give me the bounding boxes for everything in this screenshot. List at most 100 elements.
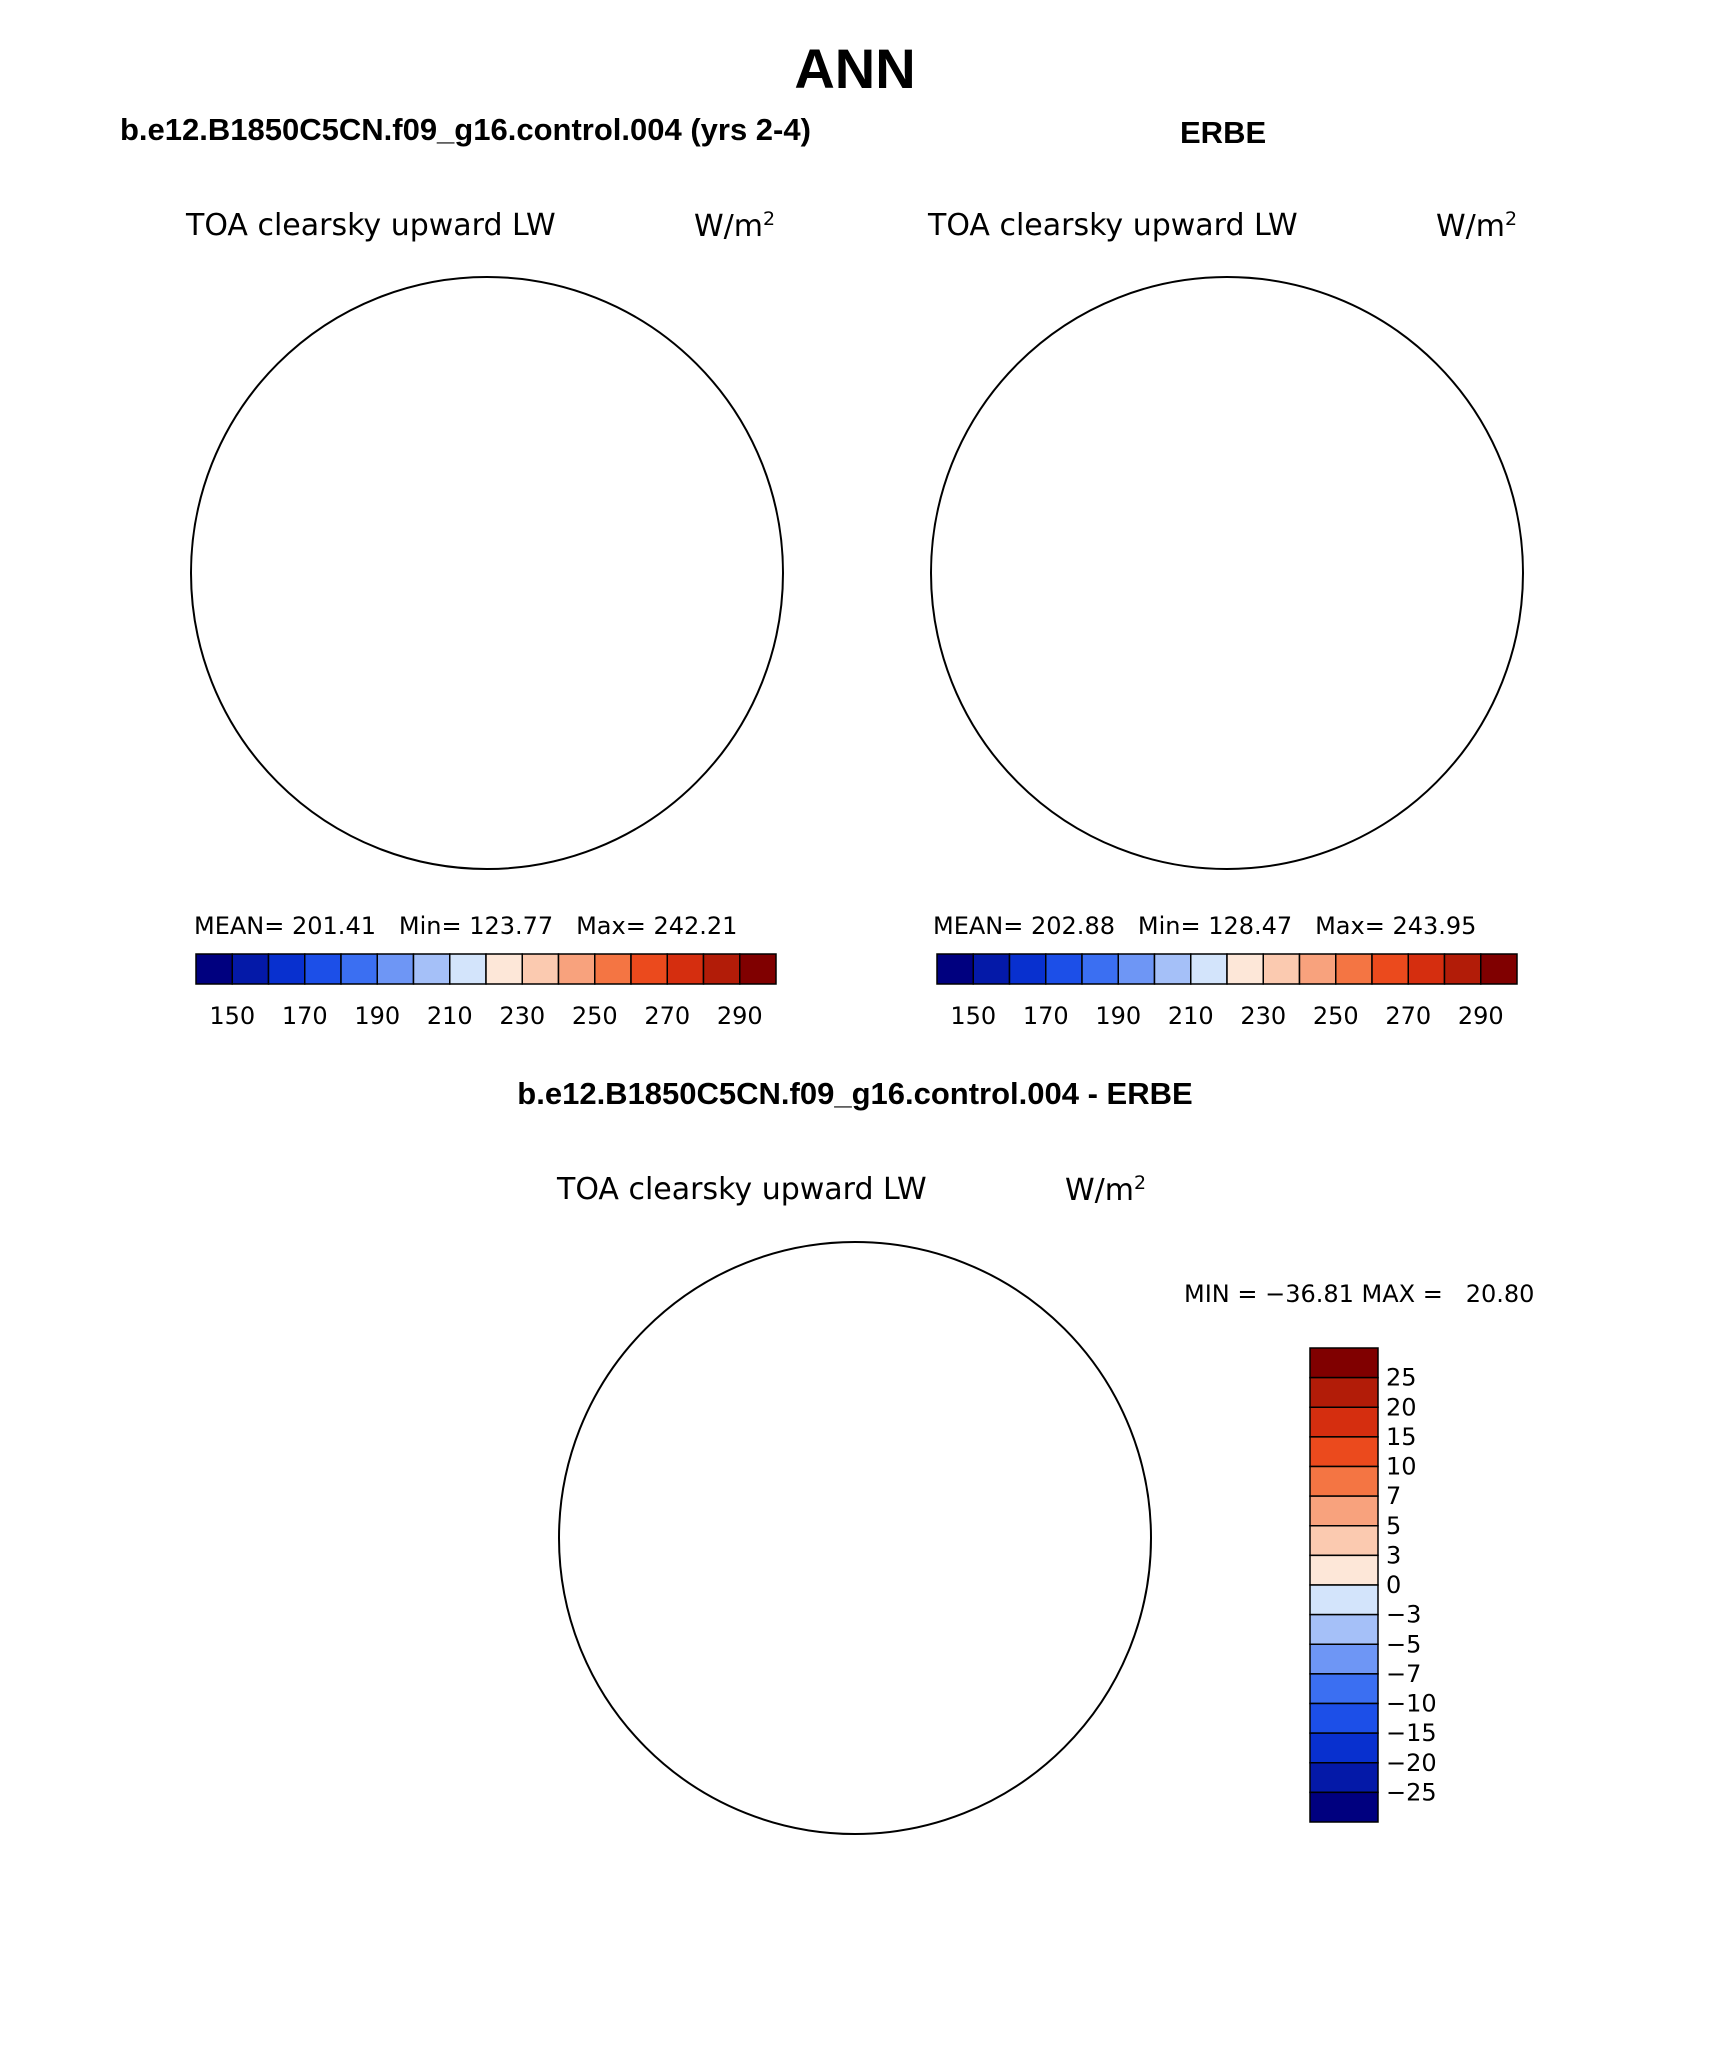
panel1-colorbar-label: 210 [427,1002,473,1030]
diff-colorbar-label: 25 [1386,1364,1417,1392]
panel1-colorbar-swatch [521,953,560,985]
diff-map-border [558,1241,1152,1835]
diff-colorbar-swatch [1309,1762,1379,1794]
diff-colorbar-swatch [1309,1525,1379,1557]
panel2-colorbar-swatch [1081,953,1119,985]
diff-colorbar-swatch [1309,1465,1379,1497]
panel1-colorbar-swatch [557,953,596,985]
diff-colorbar-label: −25 [1386,1778,1437,1806]
diff-colorbar-label: 5 [1386,1512,1401,1540]
panel1-colorbar-label: 230 [499,1002,545,1030]
panel1-colorbar-swatch [594,953,632,985]
diff-colorbar-swatch [1309,1791,1379,1823]
panel1-colorbar-label: 270 [644,1002,690,1030]
panel1-colorbar-swatch [666,953,705,985]
panel2-colorbar-swatch [1153,953,1192,985]
panel1-colorbar-swatch [340,953,378,985]
panel1-colorbar-swatch [376,953,415,985]
panel2-stats: MEAN= 202.88 Min= 128.47 Max= 243.95 [933,912,1477,940]
diff-colorbar-swatch [1309,1613,1379,1645]
panel1-mean-value: 201.41 [292,912,376,940]
panel1-colorbar-swatch [630,953,668,985]
diff-colorbar-label: −7 [1386,1660,1421,1688]
diff-minmax: MIN = −36.81 MAX = 20.80 [1184,1280,1535,1308]
panel1-colorbar-swatch [231,953,270,985]
panel1-colorbar-swatch [449,953,487,985]
panel2-mean-value: 202.88 [1031,912,1115,940]
panel1-min-value: 123.77 [469,912,554,940]
panel2-colorbar-label: 230 [1240,1002,1286,1030]
panel2-colorbar-swatch [1262,953,1301,985]
diff-colorbar-swatch [1309,1347,1379,1379]
panel2-variable-label: TOA clearsky upward LW [928,208,1298,243]
panel2-max-value: 243.95 [1392,912,1477,940]
panel1-case-title: b.e12.B1850C5CN.f09_g16.control.004 (yrs… [120,112,811,147]
panel2-colorbar-label: 170 [1023,1002,1069,1030]
panel2-colorbar-label: 250 [1313,1002,1359,1030]
diff-colorbar-label: 7 [1386,1482,1401,1510]
panel1-max-value: 242.21 [653,912,738,940]
panel1-variable-label: TOA clearsky upward LW [186,208,556,243]
diff-colorbar-label: −5 [1386,1630,1421,1658]
panel1-colorbar-label: 250 [572,1002,618,1030]
panel1-colorbar: 150 170 190 210 230 250 270 290 [195,953,777,1030]
panel2-colorbar-swatch [1407,953,1446,985]
diff-case-title: b.e12.B1850C5CN.f09_g16.control.004 - ER… [517,1076,1193,1111]
diff-colorbar-swatch [1309,1643,1379,1675]
diff-colorbar-label: 0 [1386,1571,1401,1599]
panel2-colorbar-swatch [1226,953,1264,985]
diff-units-label: W/m2 [1065,1172,1147,1208]
panel2-colorbar-swatch [1008,953,1047,985]
panel2-colorbar-swatch [1335,953,1373,985]
panel1-map-border [190,276,784,870]
diff-colorbar-swatch [1309,1702,1379,1734]
panel2-colorbar-swatch [1480,953,1518,985]
panel2-colorbar-swatch [1298,953,1337,985]
diff-colorbar-swatch [1309,1376,1379,1408]
panel2-colorbar-label: 150 [950,1002,996,1030]
panel1-colorbar-swatch [412,953,451,985]
panel2-colorbar-swatch [1443,953,1482,985]
panel1-stats: MEAN= 201.41 Min= 123.77 Max= 242.21 [194,912,738,940]
diff-colorbar-label: 15 [1386,1423,1417,1451]
panel2-colorbar-label: 270 [1385,1002,1431,1030]
diff-colorbar-swatch [1309,1673,1379,1705]
diff-colorbar-swatch [1309,1495,1379,1527]
diff-colorbar-label: −10 [1386,1690,1437,1718]
panel2-colorbar-swatch [1045,953,1083,985]
diff-colorbar-swatch [1309,1554,1379,1586]
panel1-colorbar-label: 170 [282,1002,328,1030]
panel1-colorbar-label: 290 [717,1002,763,1030]
panel2-case-title: ERBE [1180,115,1267,150]
diff-variable-label: TOA clearsky upward LW [557,1172,927,1207]
diff-colorbar-swatch [1309,1406,1379,1438]
panel2-colorbar-swatch [972,953,1011,985]
panel2-colorbar-label: 210 [1168,1002,1214,1030]
panel1-units-label: W/m2 [694,208,776,244]
diff-colorbar-label: 3 [1386,1541,1401,1569]
panel2-colorbar: 150 170 190 210 230 250 270 290 [936,953,1518,1030]
panel2-map-border [930,276,1524,870]
panel2-min-value: 128.47 [1208,912,1293,940]
panel1-colorbar-swatch [485,953,523,985]
panel2-colorbar-swatch [1371,953,1409,985]
panel1-colorbar-label: 150 [209,1002,255,1030]
diff-colorbar-label: 20 [1386,1393,1417,1421]
diff-colorbar-label: 10 [1386,1453,1417,1481]
diff-colorbar-swatch [1309,1732,1379,1764]
diff-colorbar-label: −3 [1386,1601,1421,1629]
panel2-colorbar-swatch [1117,953,1156,985]
panel2-colorbar-label: 290 [1458,1002,1504,1030]
panel1-colorbar-label: 190 [354,1002,400,1030]
panel1-colorbar-swatch [267,953,306,985]
diff-colorbar-label: −15 [1386,1719,1437,1747]
panel2-colorbar-swatch [936,953,974,985]
diff-colorbar-swatch [1309,1436,1379,1468]
panel2-colorbar-label: 190 [1095,1002,1141,1030]
panel1-colorbar-swatch [304,953,342,985]
panel2-units-label: W/m2 [1436,208,1518,244]
diff-colorbar-label: −20 [1386,1749,1437,1777]
page-title: ANN [794,37,916,100]
